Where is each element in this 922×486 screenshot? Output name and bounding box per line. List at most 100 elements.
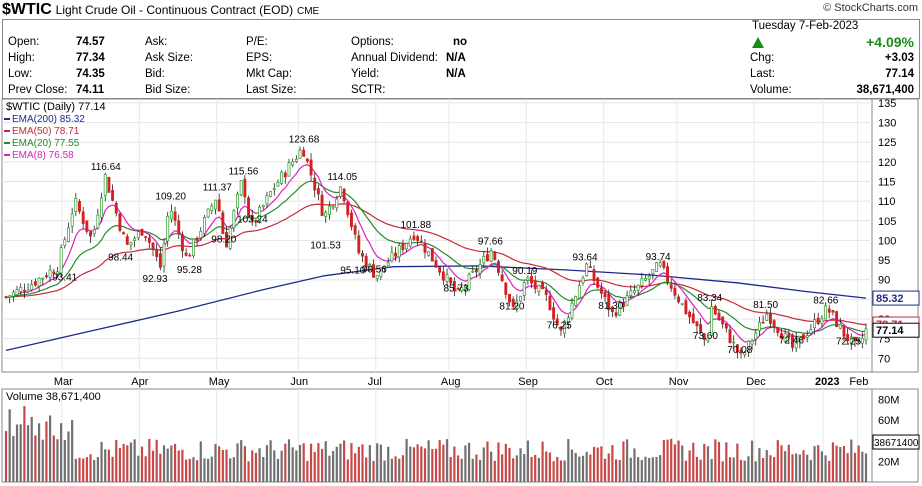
volume-bar [846, 453, 849, 482]
candle-body [765, 313, 769, 321]
volume-bar [350, 443, 353, 482]
volume-bar [159, 453, 162, 482]
volume-bar [714, 439, 717, 482]
volume-bar [26, 425, 30, 482]
candle-body [379, 267, 383, 277]
volume-bar [398, 458, 401, 482]
volume-bar [776, 440, 779, 482]
candle-body [430, 248, 434, 262]
candle-body [122, 232, 126, 235]
volume-bar [357, 446, 360, 482]
volume-bar [453, 446, 456, 482]
candle-body [19, 286, 23, 292]
candle-body [482, 255, 486, 264]
volume-bar [622, 441, 625, 482]
volume-bar [611, 445, 614, 482]
volume-bar [427, 440, 430, 482]
volume-bar [662, 440, 665, 482]
volume-bar [317, 443, 320, 482]
x-tick-label: Oct [596, 376, 613, 388]
candle-body [633, 290, 636, 294]
price-annotation: 101.53 [310, 240, 341, 251]
price-annotation: 101.88 [401, 220, 432, 231]
volume-bar [537, 457, 541, 482]
quote-date: Tuesday 7-Feb-2023 [752, 20, 859, 32]
candle-body [783, 332, 787, 342]
volume-bar [96, 457, 99, 482]
price-annotation: 72.25 [836, 336, 861, 347]
price-annotation: 93.41 [52, 272, 77, 283]
volume-bar [137, 455, 140, 482]
volume-bar [331, 450, 335, 482]
volume-bar [203, 458, 206, 482]
candle-body [842, 325, 846, 337]
candle-body [338, 186, 342, 197]
volume-bar [684, 460, 688, 482]
volume-bar [526, 440, 529, 482]
candle-body [702, 333, 706, 341]
candle-body [162, 243, 166, 267]
volume-bar [82, 458, 85, 482]
volume-bar [769, 455, 772, 482]
volume-bar [651, 457, 654, 482]
candle-body [206, 208, 210, 218]
candle-body [302, 149, 306, 157]
candle-body [22, 289, 26, 292]
candle-body [441, 271, 445, 281]
candle-body [486, 254, 489, 262]
candle-body [265, 195, 269, 205]
legend-entry: EMA(20) 77.55 [12, 138, 80, 149]
volume-bar [486, 441, 489, 482]
x-tick-label: Apr [131, 376, 148, 388]
candle-body [592, 269, 596, 281]
volume-bar [71, 420, 74, 482]
candle-body [519, 295, 522, 302]
volume-bar [839, 447, 842, 482]
candle-body [621, 302, 625, 308]
volume-bar [666, 439, 669, 482]
candle-body [816, 317, 820, 325]
candle-body [452, 281, 456, 292]
candle-body [335, 198, 339, 209]
candle-body [169, 210, 173, 220]
candle-body [85, 220, 89, 232]
volume-bar [52, 435, 55, 482]
candle-body [228, 227, 232, 249]
volume-bar [548, 452, 552, 482]
volume-bar [170, 445, 173, 482]
volume-bar [295, 450, 298, 482]
candle-body [768, 313, 772, 324]
volume-bar [438, 440, 441, 482]
exchange: CME [297, 6, 320, 17]
volume-bar [339, 443, 342, 482]
volume-bar [12, 436, 15, 482]
volume-bar [265, 445, 269, 482]
chg-value: +3.03 [884, 52, 914, 64]
up-arrow-icon [752, 37, 764, 48]
volume-bar [335, 446, 338, 482]
candle-body [644, 278, 647, 281]
price-annotation: 83.34 [697, 293, 722, 304]
volume-bar [596, 447, 599, 482]
candle-body [680, 303, 684, 306]
volume-bar [456, 455, 460, 482]
candle-body [607, 293, 611, 311]
volume-bar [118, 447, 122, 482]
x-tick-label: 2023 [815, 376, 839, 388]
low-value: 74.35 [76, 68, 105, 80]
candle-body [232, 210, 236, 229]
volume-tag [872, 434, 920, 450]
candle-body [500, 274, 504, 282]
candle-body [706, 337, 710, 342]
volume-bar [750, 440, 754, 482]
candle-body [361, 252, 364, 257]
candle-body [713, 305, 717, 315]
volume-bar [607, 453, 610, 482]
volume-bar [115, 440, 118, 482]
volume-bar [247, 461, 250, 482]
price-annotation: 93.64 [573, 252, 598, 263]
volume-bar [390, 458, 393, 482]
price-annotation: 123.68 [289, 134, 320, 145]
candle-body [74, 198, 78, 212]
candle-body [155, 249, 159, 257]
